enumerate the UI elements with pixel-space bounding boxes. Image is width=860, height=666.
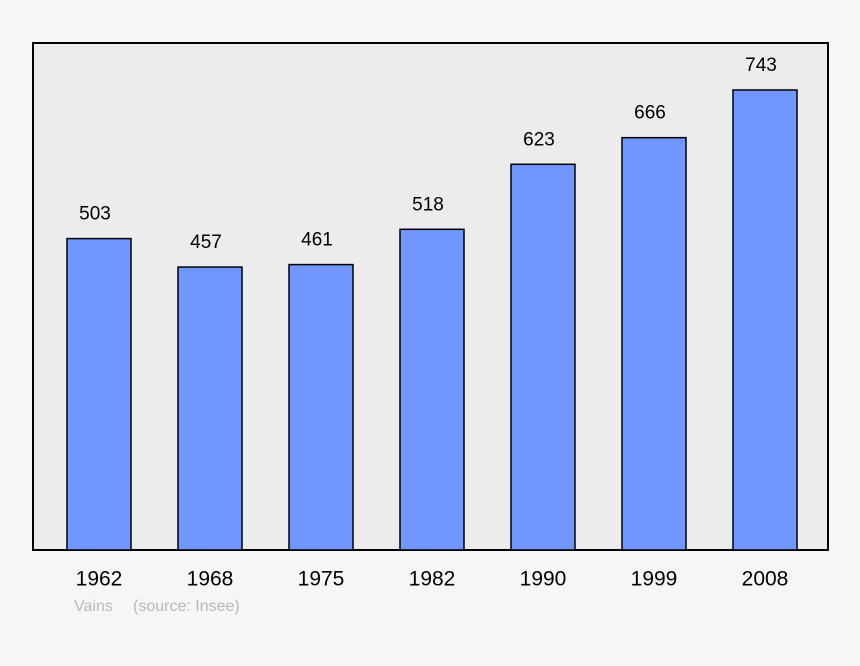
value-label: 518 <box>412 194 444 215</box>
bar <box>288 263 354 551</box>
x-tick-label: 1999 <box>631 568 678 591</box>
value-label: 666 <box>634 103 666 124</box>
value-label: 623 <box>523 129 555 150</box>
bar <box>177 266 243 551</box>
x-tick-label: 1982 <box>409 568 456 591</box>
bar <box>66 237 132 551</box>
value-label: 461 <box>301 230 333 251</box>
x-tick-label: 2008 <box>742 568 789 591</box>
x-tick-label: 1968 <box>187 568 234 591</box>
bar <box>621 136 687 551</box>
value-label: 457 <box>190 232 222 253</box>
bar <box>732 89 798 551</box>
source: (source: Insee) <box>133 598 240 615</box>
value-label: 503 <box>79 204 111 225</box>
value-label: 743 <box>745 55 777 76</box>
x-tick-label: 1990 <box>520 568 567 591</box>
x-tick-label: 1975 <box>298 568 345 591</box>
caption: Vains <box>74 598 113 615</box>
bar <box>510 163 576 551</box>
x-tick-label: 1962 <box>76 568 123 591</box>
bar <box>399 228 465 551</box>
